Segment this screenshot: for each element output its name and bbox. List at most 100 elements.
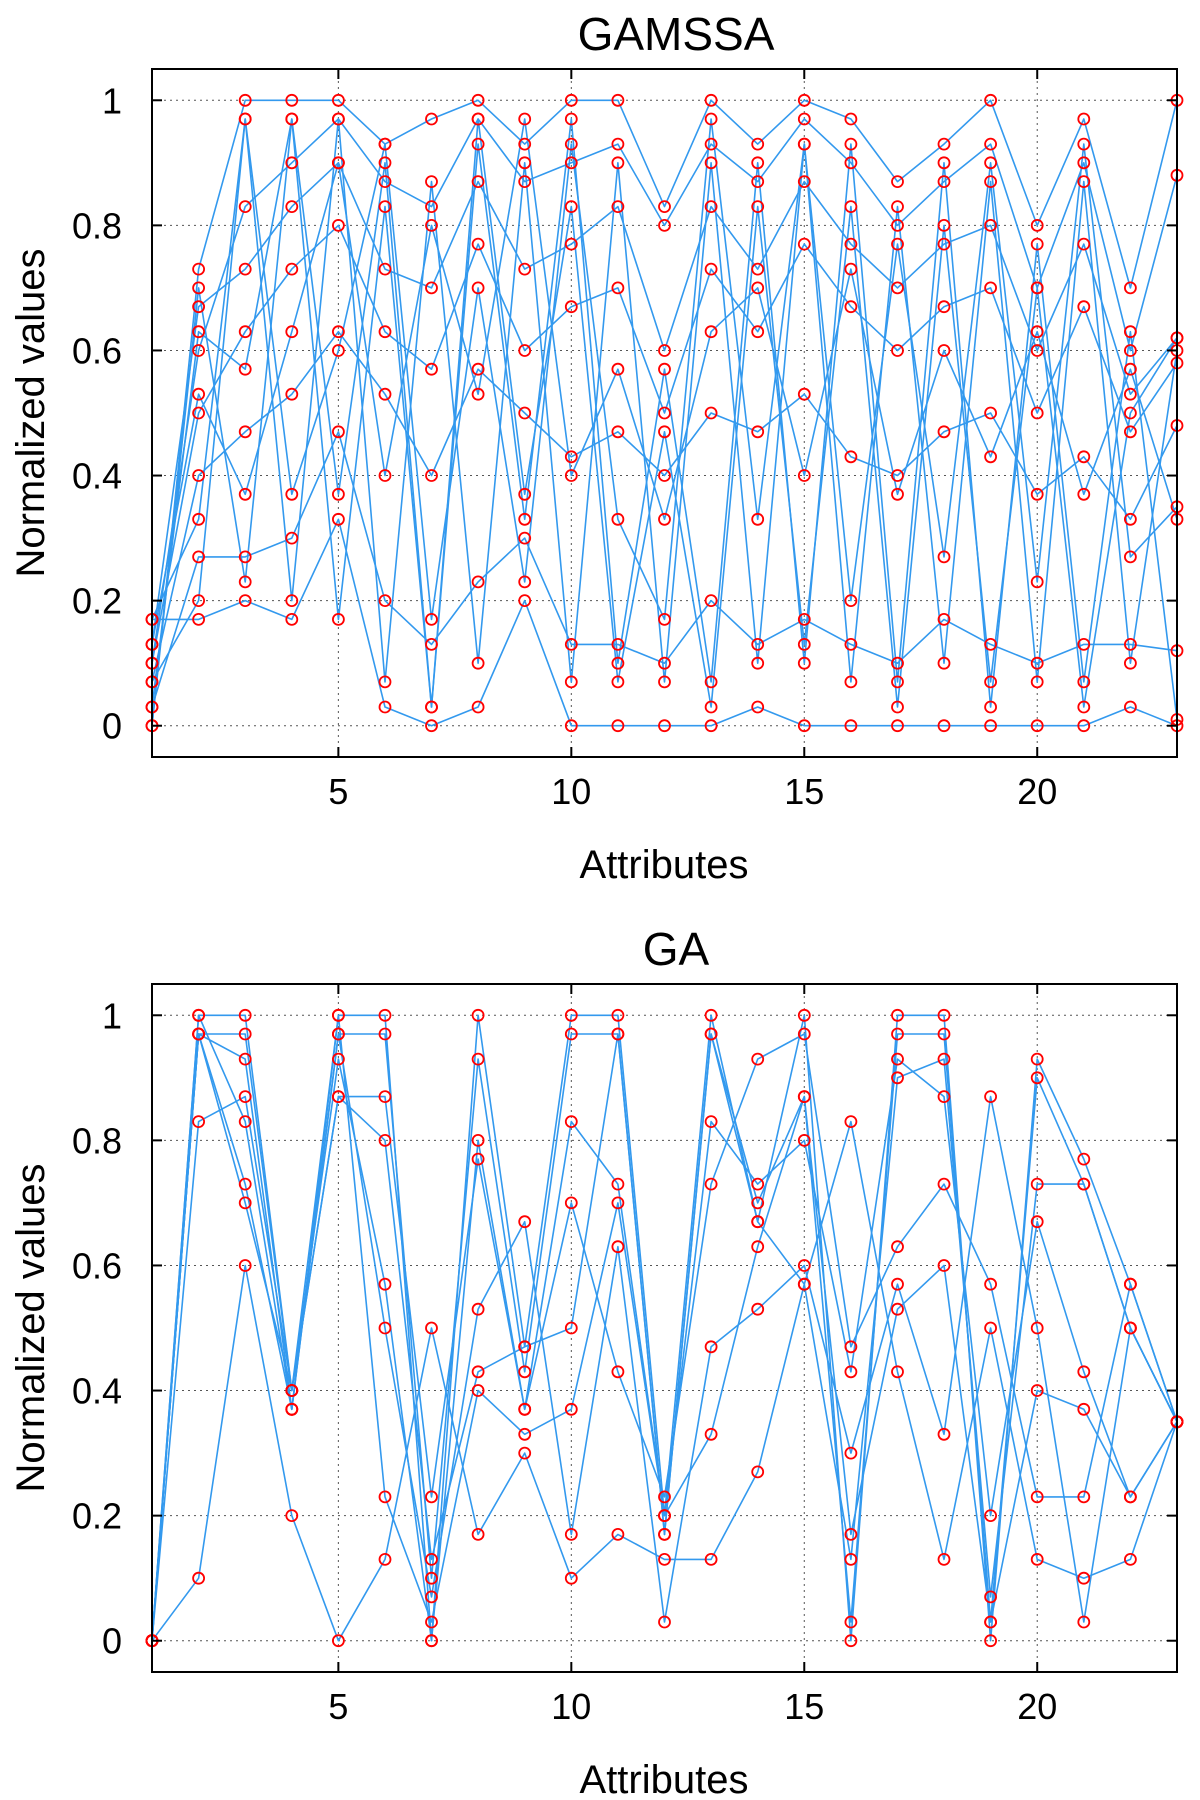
chart-title: GAMSSA <box>578 8 775 60</box>
data-point-marker <box>984 137 997 151</box>
data-point-marker <box>1077 156 1091 170</box>
data-point-marker <box>937 1553 951 1566</box>
data-point-marker <box>844 262 858 276</box>
data-point-marker <box>611 200 625 214</box>
series-line <box>151 330 1178 683</box>
data-point-marker <box>1077 1571 1091 1585</box>
data-point-marker <box>984 1590 997 1604</box>
data-point-marker <box>611 137 625 151</box>
data-point-marker <box>331 425 345 439</box>
data-point-marker <box>937 1008 951 1022</box>
data-point-marker <box>564 719 578 733</box>
data-point-marker <box>611 156 625 170</box>
y-tick-label: 0.2 <box>72 1496 122 1537</box>
y-axis-label: Normalized values <box>9 248 53 577</box>
data-point-marker <box>425 1615 438 1629</box>
data-point-marker <box>658 1615 671 1629</box>
data-point-marker <box>1124 656 1137 670</box>
data-point-marker <box>797 175 811 189</box>
data-point-marker <box>797 1008 811 1022</box>
data-point-marker <box>285 200 299 214</box>
data-point-marker <box>658 218 671 232</box>
data-point-marker <box>1030 1052 1044 1066</box>
data-point-marker <box>192 512 206 526</box>
data-point-marker <box>704 112 718 126</box>
data-point-marker <box>518 1427 532 1441</box>
data-point-marker <box>984 1615 997 1629</box>
data-point-marker <box>1030 237 1044 251</box>
data-point-marker <box>844 638 858 651</box>
data-point-marker <box>425 719 438 733</box>
data-point-marker <box>285 1402 299 1416</box>
data-point-marker <box>425 469 438 482</box>
series-line <box>151 162 1178 645</box>
series-line <box>152 518 1178 727</box>
data-point-marker <box>471 387 485 401</box>
data-point-marker <box>937 1090 951 1103</box>
data-point-marker <box>984 156 997 170</box>
data-point-marker <box>984 675 997 689</box>
data-point-marker <box>238 1052 252 1066</box>
data-point-marker <box>611 1365 625 1379</box>
data-point-marker <box>984 218 997 232</box>
data-point-marker <box>564 469 578 482</box>
data-point-marker <box>564 137 578 151</box>
data-point-marker <box>844 156 858 170</box>
data-point-marker <box>611 512 625 526</box>
data-point-marker <box>1030 344 1044 357</box>
data-point-marker <box>751 175 765 189</box>
data-point-marker <box>285 156 299 170</box>
data-point-marker <box>704 700 718 714</box>
data-point-marker <box>844 594 858 607</box>
data-point-marker <box>844 112 858 126</box>
data-point-marker <box>844 200 858 214</box>
data-point-marker <box>564 1528 578 1541</box>
data-point-marker <box>331 325 345 339</box>
data-point-marker <box>797 1027 811 1041</box>
data-point-marker <box>564 156 578 170</box>
data-point-marker <box>937 425 951 439</box>
data-point-marker <box>192 300 206 314</box>
data-point-marker <box>425 175 438 189</box>
x-tick-label: 10 <box>551 771 591 812</box>
data-point-marker <box>285 1509 299 1522</box>
data-point-marker <box>471 281 485 295</box>
data-point-marker <box>891 1277 904 1291</box>
data-point-marker <box>471 137 485 151</box>
data-point-marker <box>844 1553 858 1566</box>
data-point-marker <box>751 262 765 276</box>
data-point-marker <box>1124 387 1137 401</box>
data-point-marker <box>238 425 252 439</box>
data-point-marker <box>192 469 206 482</box>
data-point-marker <box>331 344 345 357</box>
data-point-marker <box>1124 1490 1137 1504</box>
data-point-marker <box>891 1365 904 1379</box>
data-point-marker <box>1030 281 1044 295</box>
data-point-marker <box>518 1446 532 1460</box>
data-point-marker <box>844 1634 858 1648</box>
axis-ticks: 5 10 15 20 0 0.2 0.4 0.6 0.8 1 <box>72 984 1177 1727</box>
data-point-marker <box>937 656 951 670</box>
data-point-marker <box>331 1090 345 1103</box>
data-point-marker <box>937 1052 951 1066</box>
data-point-marker <box>984 1321 997 1335</box>
data-point-marker <box>1030 675 1044 689</box>
data-point-marker <box>238 550 252 564</box>
data-point-marker <box>425 1490 438 1504</box>
data-point-marker <box>751 1302 765 1316</box>
data-point-marker <box>797 1259 811 1272</box>
data-point-marker <box>1030 406 1044 420</box>
data-point-marker <box>1077 300 1091 314</box>
data-point-marker <box>518 156 532 170</box>
data-point-marker <box>331 487 345 501</box>
data-point-marker <box>378 262 392 276</box>
data-point-marker <box>658 656 671 670</box>
data-point-marker <box>285 613 299 626</box>
data-point-marker <box>1030 719 1044 733</box>
data-point-marker <box>658 719 671 733</box>
data-point-marker <box>937 175 951 189</box>
data-point-marker <box>425 613 438 626</box>
data-point-marker <box>1077 175 1091 189</box>
